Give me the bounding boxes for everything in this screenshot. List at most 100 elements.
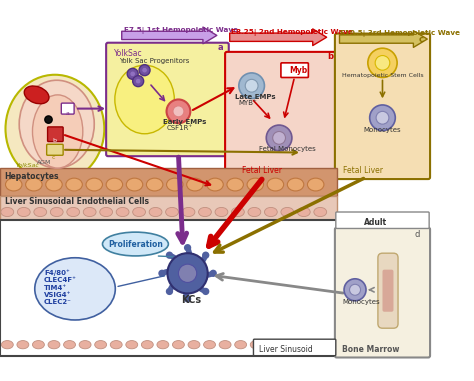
Circle shape	[166, 99, 191, 123]
Text: E10.5| 3rd Hemopoietic Wave: E10.5| 3rd Hemopoietic Wave	[340, 30, 460, 37]
Ellipse shape	[149, 207, 162, 216]
Circle shape	[239, 73, 264, 99]
Ellipse shape	[24, 86, 49, 104]
Text: Liver Sinusoidal Endothelial Cells: Liver Sinusoidal Endothelial Cells	[5, 197, 148, 206]
Ellipse shape	[46, 178, 62, 191]
FancyBboxPatch shape	[225, 52, 337, 179]
Text: CLEC4F⁺: CLEC4F⁺	[44, 277, 77, 283]
Ellipse shape	[281, 207, 294, 216]
Circle shape	[376, 111, 389, 124]
Text: Yolk Sac Progenitors: Yolk Sac Progenitors	[119, 58, 189, 64]
FancyArrowPatch shape	[230, 29, 327, 46]
Ellipse shape	[314, 207, 327, 216]
Ellipse shape	[67, 207, 80, 216]
Ellipse shape	[248, 207, 261, 216]
Text: CLEC2⁻: CLEC2⁻	[44, 299, 72, 306]
FancyBboxPatch shape	[378, 253, 398, 328]
FancyArrowPatch shape	[164, 271, 185, 272]
Text: c: c	[419, 35, 424, 44]
Text: Monocytes: Monocytes	[342, 299, 380, 306]
Circle shape	[127, 68, 138, 79]
Ellipse shape	[141, 341, 153, 349]
Ellipse shape	[110, 341, 122, 349]
Bar	[0, 220, 337, 355]
Ellipse shape	[267, 178, 283, 191]
Text: c: c	[51, 155, 55, 160]
FancyBboxPatch shape	[46, 144, 63, 155]
Circle shape	[370, 105, 395, 131]
Text: Hematopoietic Stem Cells: Hematopoietic Stem Cells	[342, 74, 424, 78]
Ellipse shape	[247, 178, 264, 191]
Text: Fetal Liver: Fetal Liver	[343, 166, 383, 174]
Text: b: b	[52, 138, 56, 144]
Circle shape	[202, 251, 210, 259]
Ellipse shape	[1, 207, 14, 216]
Circle shape	[166, 288, 173, 295]
Ellipse shape	[250, 341, 262, 349]
Circle shape	[167, 253, 208, 293]
Ellipse shape	[312, 341, 324, 349]
Text: b: b	[328, 52, 334, 61]
Bar	[0, 195, 337, 220]
Ellipse shape	[146, 178, 163, 191]
Circle shape	[349, 284, 361, 295]
Ellipse shape	[19, 80, 94, 168]
Circle shape	[45, 116, 52, 123]
Ellipse shape	[282, 341, 293, 349]
Ellipse shape	[287, 178, 304, 191]
Text: YolkSac: YolkSac	[114, 48, 143, 58]
Ellipse shape	[115, 65, 174, 134]
Ellipse shape	[18, 207, 30, 216]
Text: d: d	[414, 230, 420, 239]
Ellipse shape	[215, 207, 228, 216]
Circle shape	[273, 131, 285, 144]
Ellipse shape	[173, 341, 184, 349]
Ellipse shape	[188, 341, 200, 349]
Text: Monocytes: Monocytes	[363, 127, 401, 133]
FancyBboxPatch shape	[254, 339, 336, 355]
Ellipse shape	[33, 341, 45, 349]
Ellipse shape	[6, 178, 22, 191]
Ellipse shape	[182, 207, 195, 216]
Text: E7.5| 1st Hemopoietic Wave: E7.5| 1st Hemopoietic Wave	[124, 27, 237, 34]
Bar	[0, 168, 337, 195]
FancyArrowPatch shape	[172, 256, 186, 271]
Ellipse shape	[34, 207, 46, 216]
Circle shape	[158, 270, 165, 277]
Text: a: a	[218, 43, 223, 52]
Circle shape	[173, 106, 184, 117]
Ellipse shape	[66, 178, 82, 191]
Circle shape	[375, 56, 390, 70]
Ellipse shape	[35, 258, 115, 320]
Circle shape	[245, 79, 258, 92]
Text: AGM: AGM	[36, 160, 51, 165]
Ellipse shape	[100, 207, 112, 216]
Text: Hepatocytes: Hepatocytes	[5, 172, 59, 181]
Ellipse shape	[17, 341, 29, 349]
FancyBboxPatch shape	[281, 63, 309, 77]
Text: CSF1R⁺: CSF1R⁺	[166, 125, 192, 131]
Ellipse shape	[219, 341, 231, 349]
Ellipse shape	[33, 95, 83, 168]
Text: Liver Sinusoid: Liver Sinusoid	[259, 345, 313, 354]
Ellipse shape	[116, 207, 129, 216]
Ellipse shape	[204, 341, 216, 349]
Ellipse shape	[231, 207, 244, 216]
Ellipse shape	[297, 207, 310, 216]
Ellipse shape	[207, 178, 223, 191]
FancyBboxPatch shape	[47, 127, 63, 142]
FancyArrowPatch shape	[171, 274, 185, 289]
Circle shape	[166, 251, 173, 259]
Ellipse shape	[26, 178, 42, 191]
FancyArrowPatch shape	[190, 274, 210, 276]
Ellipse shape	[297, 341, 309, 349]
Ellipse shape	[166, 178, 183, 191]
Circle shape	[202, 288, 210, 295]
Text: KCs: KCs	[181, 295, 201, 304]
Circle shape	[266, 125, 292, 151]
FancyArrowPatch shape	[189, 276, 203, 290]
FancyArrowPatch shape	[339, 31, 427, 47]
FancyBboxPatch shape	[106, 43, 229, 156]
FancyArrowPatch shape	[190, 258, 204, 272]
Ellipse shape	[157, 341, 169, 349]
